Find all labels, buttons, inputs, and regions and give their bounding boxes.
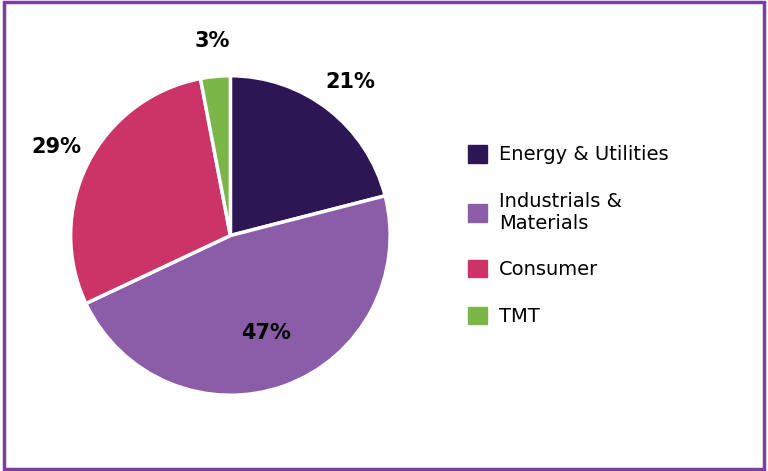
Text: 21%: 21% — [325, 72, 375, 91]
Text: 3%: 3% — [194, 32, 230, 51]
Wedge shape — [200, 76, 230, 236]
Text: 29%: 29% — [31, 137, 81, 157]
Wedge shape — [86, 196, 390, 395]
Wedge shape — [71, 79, 230, 303]
Legend: Energy & Utilities, Industrials &
Materials, Consumer, TMT: Energy & Utilities, Industrials & Materi… — [460, 138, 676, 333]
Text: 47%: 47% — [240, 323, 290, 343]
Wedge shape — [230, 76, 385, 236]
